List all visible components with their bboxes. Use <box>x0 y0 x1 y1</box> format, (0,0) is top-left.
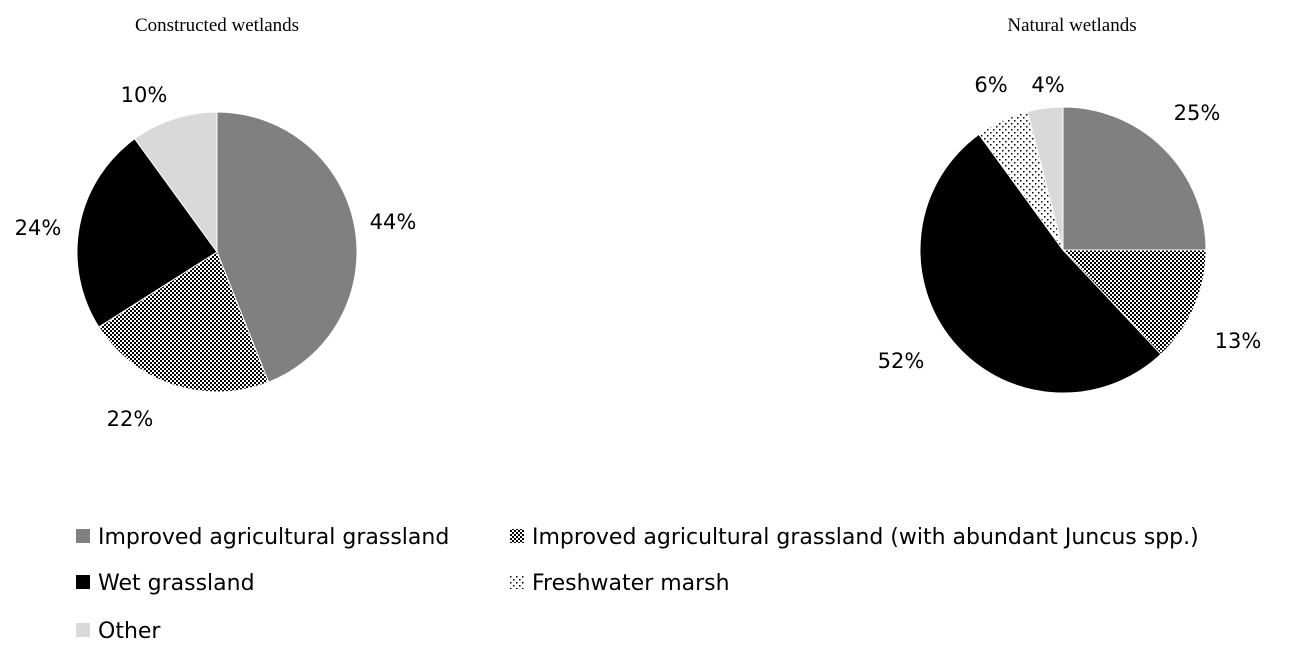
slice-label-natural-other: 4% <box>1031 73 1064 97</box>
pie-slice-natural-other <box>1026 106 1064 251</box>
legend-swatch-other <box>76 623 90 637</box>
legend: Improved agricultural grassland Improved… <box>76 525 1199 644</box>
slice-label-natural-improved: 25% <box>1174 101 1221 125</box>
legend-item-freshwater-marsh: Freshwater marsh <box>510 571 730 596</box>
slice-label-natural-wet-grassland: 52% <box>878 349 925 373</box>
chart-title-natural: Natural wetlands <box>1007 15 1136 36</box>
slices-constructed <box>76 111 358 393</box>
slice-label-constructed-other: 10% <box>121 83 168 107</box>
legend-item-wet-grassland: Wet grassland <box>76 571 255 596</box>
slice-label-constructed-juncus: 22% <box>107 407 154 431</box>
pie-slice-constructed-juncus <box>98 251 270 393</box>
legend-swatch-improved <box>76 529 90 543</box>
legend-swatch-wet-grassland <box>76 575 90 589</box>
legend-label-wet-grassland: Wet grassland <box>98 571 255 596</box>
chart-title-constructed: Constructed wetlands <box>135 15 299 36</box>
pie-chart-natural: Natural wetlands 25% 13% 52% 6% 4% <box>878 15 1262 394</box>
slice-label-constructed-wet-grassland: 24% <box>15 216 62 240</box>
pie-slice-natural-improved <box>1062 106 1207 251</box>
legend-item-improved: Improved agricultural grassland <box>76 525 449 550</box>
slice-label-natural-freshwater-marsh: 6% <box>974 73 1007 97</box>
legend-swatch-juncus <box>510 529 524 543</box>
legend-item-other: Other <box>76 619 161 644</box>
pie-slice-constructed-other <box>134 111 218 254</box>
legend-label-improved: Improved agricultural grassland <box>98 525 449 550</box>
pie-slice-constructed-wet-grassland <box>76 138 218 328</box>
legend-label-other: Other <box>98 619 161 644</box>
legend-swatch-freshwater-marsh <box>510 575 524 589</box>
pie-slice-constructed-improved <box>216 111 358 383</box>
slice-label-constructed-improved: 44% <box>370 210 417 234</box>
legend-label-freshwater-marsh: Freshwater marsh <box>532 571 730 596</box>
slices-natural <box>919 106 1207 394</box>
pie-slice-natural-wet-grassland <box>919 133 1162 394</box>
legend-item-juncus: Improved agricultural grassland (with ab… <box>510 525 1199 550</box>
pie-slice-natural-juncus <box>1061 249 1207 355</box>
legend-label-juncus: Improved agricultural grassland (with ab… <box>532 525 1199 550</box>
slice-label-natural-juncus: 13% <box>1215 329 1262 353</box>
pie-chart-constructed: Constructed wetlands 44% 22% 24% 10% <box>15 15 417 431</box>
